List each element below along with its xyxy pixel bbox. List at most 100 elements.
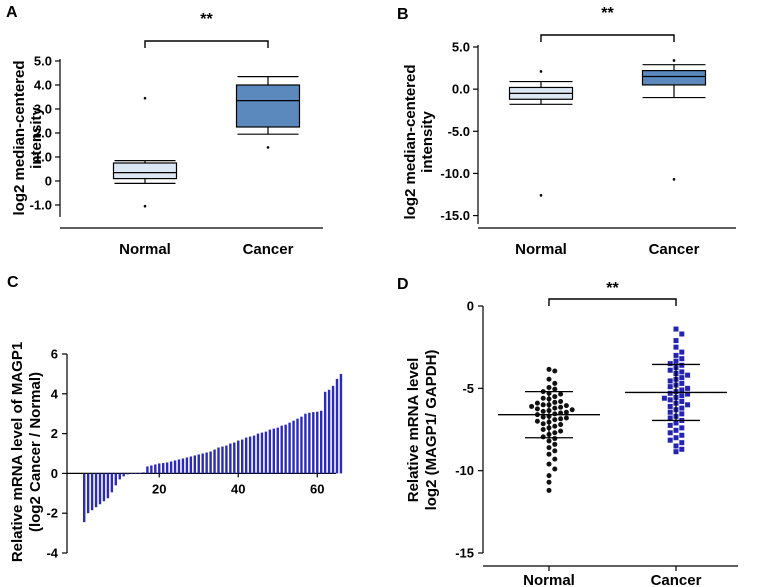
data-point-normal xyxy=(558,391,564,397)
panel-b-boxplot: -15.0 -10.0 -5.0 0.0 5.0 Normal Cancer ** xyxy=(440,5,736,258)
data-point-cancer xyxy=(679,356,685,362)
bar xyxy=(102,473,106,502)
bar xyxy=(193,455,196,474)
data-point-normal xyxy=(546,376,552,382)
data-point-cancer xyxy=(673,358,679,364)
y-tick-label: 4.0 xyxy=(34,78,52,93)
data-point-cancer xyxy=(679,393,685,399)
bar xyxy=(169,461,173,474)
bar xyxy=(339,373,343,474)
bar xyxy=(130,473,133,474)
bar xyxy=(122,473,125,477)
bar xyxy=(185,457,189,474)
data-point-cancer xyxy=(679,440,685,446)
bar xyxy=(213,449,216,474)
bar xyxy=(150,465,153,474)
bar xyxy=(158,463,161,474)
bar xyxy=(276,427,279,474)
x-category-label: Normal xyxy=(515,241,567,258)
data-point-normal xyxy=(552,405,558,411)
data-point-normal xyxy=(546,445,552,451)
data-point-normal xyxy=(540,402,546,408)
bar xyxy=(300,416,303,474)
bar xyxy=(205,452,208,474)
data-point-normal xyxy=(552,456,558,462)
data-point-normal xyxy=(563,403,569,409)
data-point-cancer xyxy=(673,352,679,358)
y-tick-label: 0 xyxy=(467,299,474,314)
data-point-normal xyxy=(552,394,558,400)
bar xyxy=(209,451,212,474)
data-point-normal xyxy=(552,411,558,417)
bar xyxy=(90,473,94,511)
bar xyxy=(237,440,240,474)
data-point-normal xyxy=(534,418,540,424)
bar xyxy=(142,472,145,474)
data-point-normal xyxy=(552,386,558,392)
y-tick-label: 0 xyxy=(51,466,58,481)
data-point-normal xyxy=(529,403,535,409)
outlier-point xyxy=(672,59,676,62)
bar xyxy=(217,447,220,474)
x-category-label: Normal xyxy=(523,572,575,587)
data-point-normal xyxy=(552,430,558,436)
bar xyxy=(248,436,252,474)
bar xyxy=(331,385,335,474)
data-point-cancer xyxy=(667,437,673,443)
data-point-cancer xyxy=(679,375,685,381)
data-point-cancer xyxy=(685,372,691,378)
data-point-cancer xyxy=(679,405,685,411)
data-point-normal xyxy=(540,421,546,427)
bar xyxy=(312,412,315,474)
box-cancer xyxy=(641,69,707,86)
data-point-normal xyxy=(546,451,552,457)
bar xyxy=(272,428,275,474)
data-point-normal xyxy=(558,428,564,434)
data-point-normal xyxy=(546,461,552,467)
bar xyxy=(114,473,117,486)
bar xyxy=(241,439,244,474)
x-category-label: Cancer xyxy=(649,241,700,258)
significance-label: ** xyxy=(601,5,614,22)
data-point-cancer xyxy=(667,390,673,396)
panel-label-c: C xyxy=(7,274,19,291)
data-point-normal xyxy=(546,366,552,372)
data-point-cancer xyxy=(667,397,673,403)
data-point-normal xyxy=(546,487,552,493)
data-point-normal xyxy=(569,407,575,413)
data-point-normal xyxy=(552,399,558,405)
data-point-cancer xyxy=(679,411,685,417)
data-point-normal xyxy=(552,466,558,472)
y-tick-label: 1.0 xyxy=(34,150,52,165)
bar xyxy=(177,459,181,474)
x-tick-label: 60 xyxy=(310,481,324,496)
x-category-label: Cancer xyxy=(243,241,294,258)
y-tick-label: 0 xyxy=(45,174,52,189)
y-tick-label: -2 xyxy=(46,506,58,521)
outlier-point xyxy=(539,194,543,197)
data-point-cancer xyxy=(667,378,673,384)
data-point-cancer xyxy=(679,387,685,393)
y-axis-title-a-line1: log2 median-centered xyxy=(11,60,28,215)
data-point-cancer xyxy=(667,367,673,373)
x-tick-label: 40 xyxy=(231,481,245,496)
data-point-normal xyxy=(546,385,552,391)
bar xyxy=(189,456,193,474)
data-point-cancer xyxy=(667,422,673,428)
data-point-normal xyxy=(540,414,546,420)
bar xyxy=(252,435,256,474)
y-tick-label: -5 xyxy=(462,381,474,396)
bar xyxy=(165,462,169,474)
bar xyxy=(221,446,224,474)
data-point-cancer xyxy=(679,380,685,386)
data-point-cancer xyxy=(679,349,685,355)
bar xyxy=(94,473,98,508)
data-point-cancer xyxy=(667,430,673,436)
bar xyxy=(316,411,319,474)
y-axis-title-a-line2: intensity xyxy=(28,107,45,169)
panel-label-d: D xyxy=(397,276,409,293)
y-tick-label: -1.0 xyxy=(30,198,52,213)
data-point-cancer xyxy=(685,391,691,397)
bar xyxy=(260,432,264,474)
data-point-normal xyxy=(552,423,558,429)
